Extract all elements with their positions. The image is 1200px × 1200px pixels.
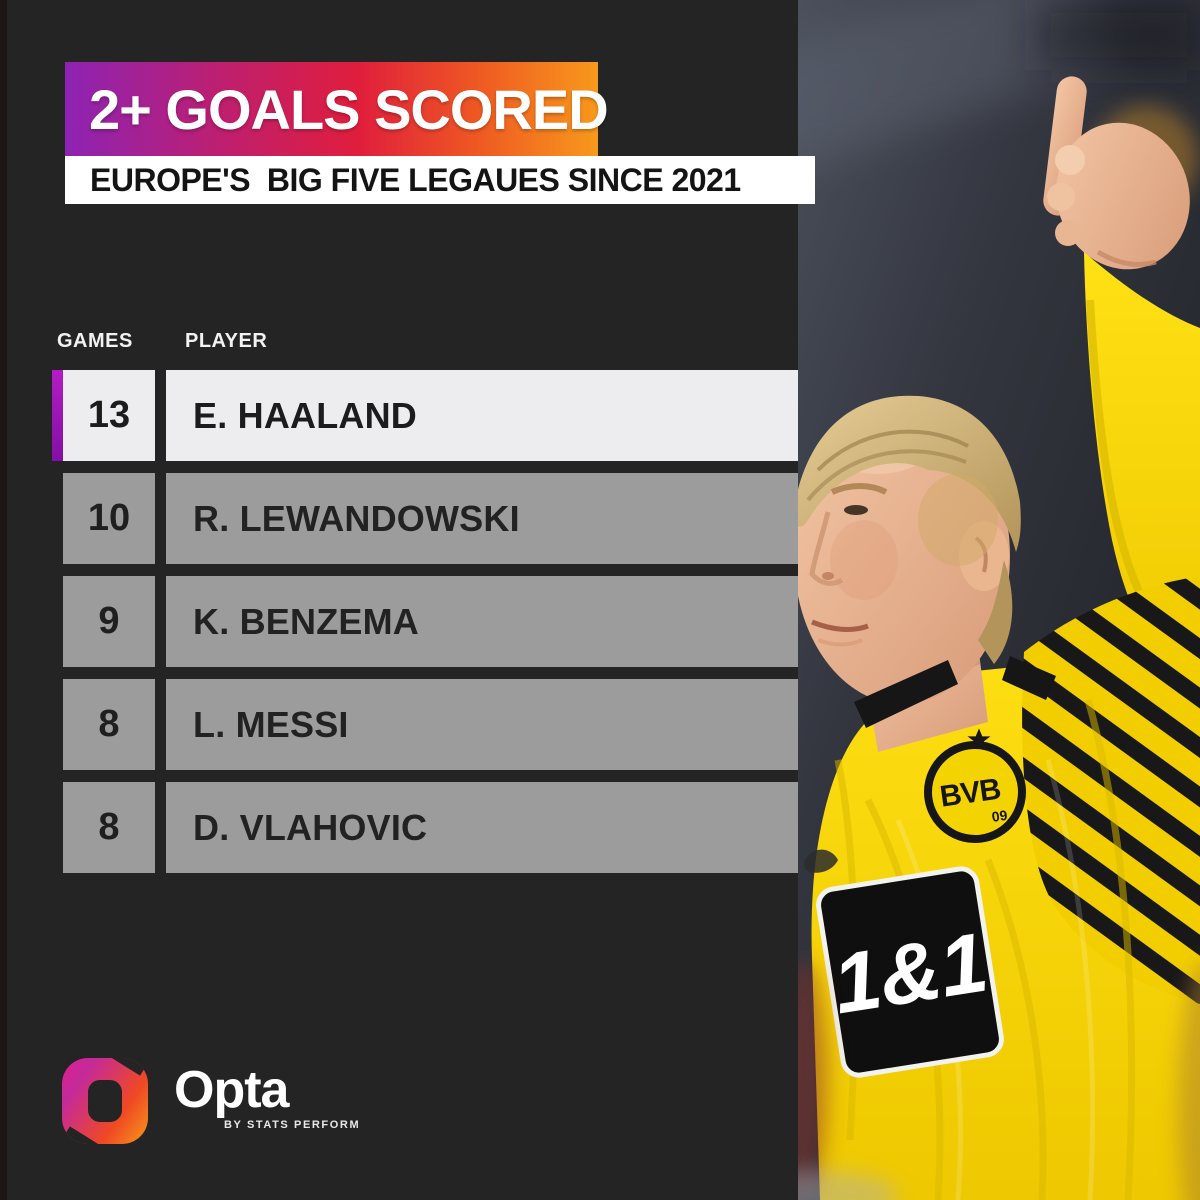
mouth bbox=[811, 619, 869, 632]
left-edge-strip bbox=[0, 0, 7, 1200]
opta-logo-hole bbox=[88, 1080, 122, 1122]
pointing-hand bbox=[1043, 76, 1190, 270]
table-row-benzema: 9 K. BENZEMA bbox=[63, 576, 798, 667]
brand-tagline: BY STATS PERFORM bbox=[224, 1119, 361, 1131]
opta-logo-icon bbox=[62, 1058, 148, 1144]
games-value: 10 bbox=[63, 473, 155, 564]
hair bbox=[798, 395, 1021, 552]
stats-table: 13 E. HAALAND 10 R. LEWANDOWSKI 9 K. BEN… bbox=[52, 370, 798, 885]
opta-branding: Opta BY STATS PERFORM bbox=[62, 1058, 360, 1144]
cell-gap bbox=[155, 679, 166, 770]
eye bbox=[844, 505, 868, 515]
cell-gap bbox=[155, 473, 166, 564]
player-column-header: PLAYER bbox=[185, 330, 268, 352]
sponsor-patch: 1&1 bbox=[816, 866, 1004, 1078]
badge-star-icon bbox=[967, 728, 991, 750]
player-photo-illustration: BVB 09 1&1 bbox=[798, 0, 1200, 1200]
cell-gap bbox=[155, 576, 166, 667]
games-value: 9 bbox=[63, 576, 155, 667]
table-row-messi: 8 L. MESSI bbox=[63, 679, 798, 770]
games-value: 8 bbox=[63, 782, 155, 873]
brand-text: Opta BY STATS PERFORM bbox=[174, 1058, 360, 1131]
highlight-stripe bbox=[52, 370, 63, 461]
player-name: K. BENZEMA bbox=[166, 576, 798, 667]
player-name: E. HAALAND bbox=[166, 370, 798, 461]
nose bbox=[809, 511, 844, 586]
table-row-vlahovic: 8 D. VLAHOVIC bbox=[63, 782, 798, 873]
puma-logo-icon bbox=[804, 849, 838, 873]
collar-trim bbox=[854, 660, 958, 728]
title-banner: 2+ GOALS SCORED bbox=[65, 62, 609, 156]
page-title: 2+ GOALS SCORED bbox=[89, 77, 609, 141]
cell-gap bbox=[155, 370, 166, 461]
opta-logo-notch bbox=[109, 1058, 147, 1076]
table-row-haaland: 13 E. HAALAND bbox=[52, 370, 798, 461]
table-row-lewandowski: 10 R. LEWANDOWSKI bbox=[63, 473, 798, 564]
player-name: R. LEWANDOWSKI bbox=[166, 473, 798, 564]
bvb-badge-number: 09 bbox=[991, 807, 1009, 825]
eyebrow bbox=[830, 483, 888, 495]
opta-logo-notch bbox=[63, 1126, 101, 1144]
player-name: L. MESSI bbox=[166, 679, 798, 770]
games-column-header: GAMES bbox=[57, 330, 133, 352]
brand-name: Opta bbox=[174, 1061, 289, 1119]
subtitle-strip: EUROPE'S BIG FIVE LEGAUES SINCE 2021 bbox=[65, 156, 815, 204]
games-value: 8 bbox=[63, 679, 155, 770]
bvb-badge: BVB 09 bbox=[924, 741, 1026, 843]
player-photo: BVB 09 1&1 bbox=[798, 0, 1200, 1200]
cell-gap bbox=[155, 782, 166, 873]
games-value: 13 bbox=[63, 370, 155, 461]
player-name: D. VLAHOVIC bbox=[166, 782, 798, 873]
page-subtitle: EUROPE'S BIG FIVE LEGAUES SINCE 2021 bbox=[90, 161, 741, 198]
